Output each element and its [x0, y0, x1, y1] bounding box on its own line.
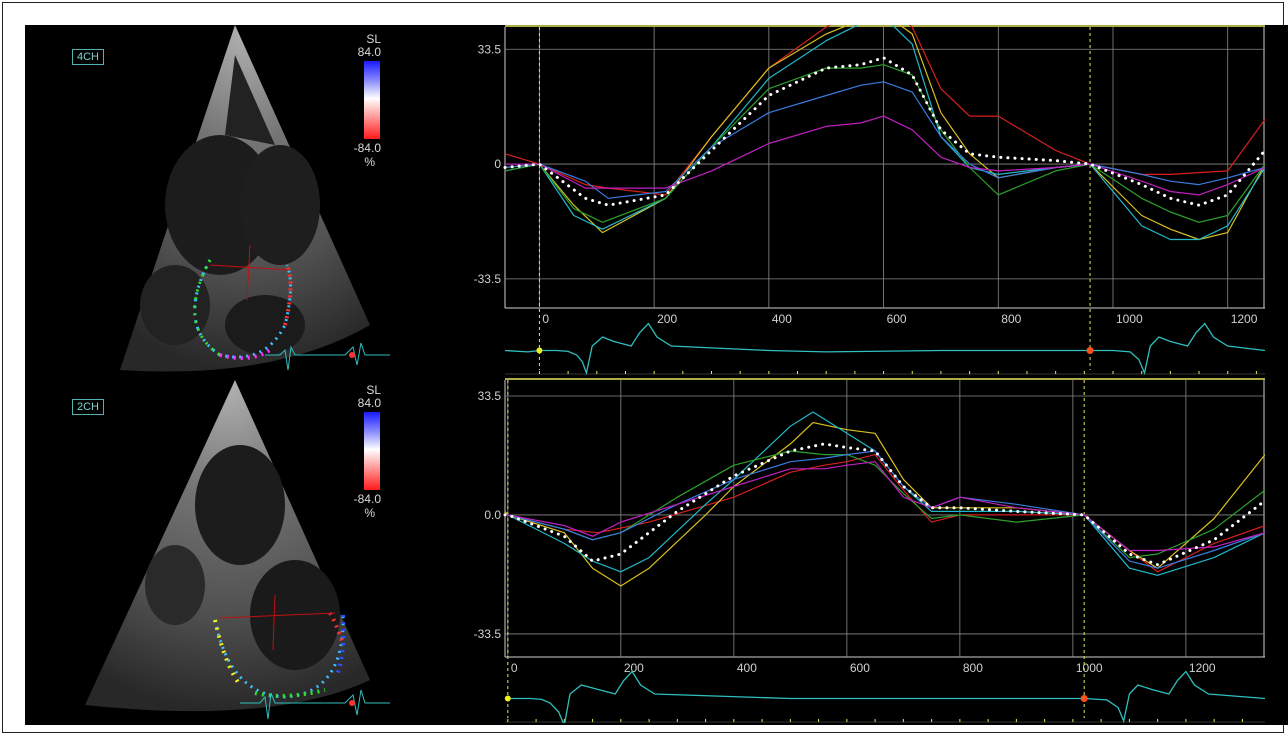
sl-unit-2ch: %: [364, 506, 375, 520]
x-tick-label: 200: [657, 312, 677, 326]
x-tick-label: 800: [1001, 312, 1021, 326]
view-tag-4ch: 4CH: [72, 49, 105, 65]
strain-colorbar-4ch: [364, 61, 380, 139]
segment-strain-curve: [505, 411, 1265, 576]
x-tick-label: 200: [624, 661, 644, 675]
sl-label-2ch: SL: [366, 383, 381, 397]
segment-strain-curve: [505, 115, 1265, 196]
sl-min-4ch: -84.0: [353, 141, 381, 155]
x-tick-label: 800: [963, 661, 983, 675]
sector-2ch: [85, 380, 390, 720]
segment-strain-curve: [504, 64, 1265, 223]
strain-chart-4ch: 0 200 400 600 800 1000 1200 33.5 0 -33.5: [459, 25, 1265, 375]
x-tick-label: 1000: [1116, 312, 1143, 326]
sl-max-2ch: 84.0: [357, 396, 381, 410]
y-tick-label: 0.0: [484, 508, 501, 522]
x-tick-label: 400: [772, 312, 792, 326]
x-tick-label: 0: [511, 661, 518, 675]
ecg-end-marker: [1086, 347, 1094, 354]
sector-4ch: [120, 25, 390, 372]
strain-chart-2ch: 0 200 400 600 800 1000 1200 33.5 0.0 -33.5: [459, 378, 1265, 723]
segment-strain-curve: [505, 450, 1265, 569]
strain-colorbar-2ch: [364, 412, 380, 490]
segment-strain-curve: [505, 461, 1265, 552]
segment-strain-curve: [504, 25, 1265, 241]
x-tick-label: 1200: [1189, 661, 1216, 675]
ecg-start-marker: [536, 347, 543, 354]
average-strain-curve: [503, 56, 1265, 207]
x-tick-label: 0: [542, 312, 549, 326]
ecg-trace: [504, 322, 1265, 375]
sl-min-2ch: -84.0: [353, 492, 381, 506]
echo-images: [85, 25, 390, 720]
average-strain-curve: [503, 442, 1265, 567]
segment-strain-curve: [504, 81, 1265, 199]
y-tick-label: -33.5: [474, 627, 502, 641]
x-tick-label: 1000: [1076, 661, 1103, 675]
y-tick-label: -33.5: [474, 272, 502, 286]
echo-screen: 4CH SL 84.0 -84.0 % 2CH SL 84.0 -84.0 % …: [25, 25, 1288, 725]
x-tick-label: 1200: [1231, 312, 1258, 326]
y-tick-label: 33.5: [478, 389, 502, 403]
ecg-end-marker: [1080, 695, 1088, 702]
y-tick-label: 0: [494, 157, 501, 171]
x-tick-label: 600: [887, 312, 907, 326]
sl-label-4ch: SL: [366, 32, 381, 46]
ecg-trace: [505, 670, 1265, 723]
sl-max-4ch: 84.0: [357, 45, 381, 59]
ecg-start-marker: [504, 695, 511, 702]
sl-unit-4ch: %: [364, 155, 375, 169]
view-tag-2ch: 2CH: [72, 399, 105, 415]
segment-strain-curve: [504, 25, 1265, 241]
x-tick-label: 400: [737, 661, 757, 675]
x-tick-label: 600: [850, 661, 870, 675]
y-tick-label: 33.5: [478, 42, 502, 56]
